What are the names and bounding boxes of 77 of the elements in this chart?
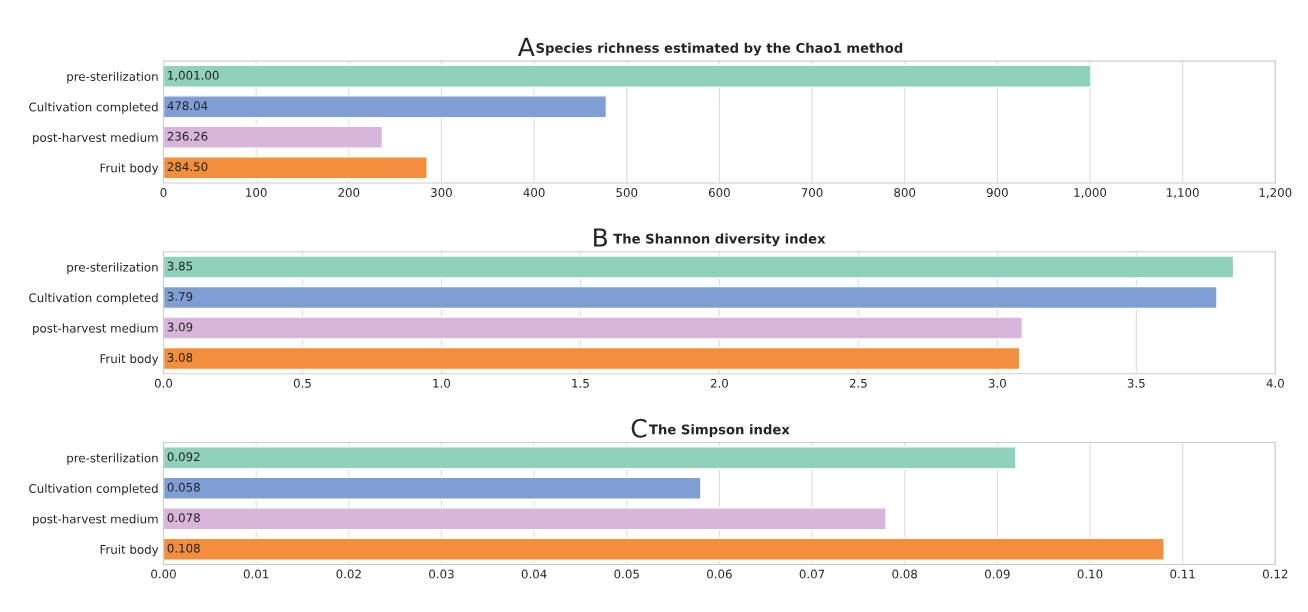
bar [163,64,1092,88]
y-tick-label: post-harvest medium [33,323,158,335]
x-tick-label: 0.10 [1077,569,1103,579]
y-tick-label: pre-sterilization [67,71,158,84]
chart-title: Species richness estimated by the Chao1 method [536,42,903,56]
chart-title: The Shannon diversity index [613,233,826,247]
bar [163,346,1021,371]
x-tick-label: 3.0 [988,378,1006,388]
text: B [594,228,608,247]
y-tick-label: pre-sterilization [67,262,158,274]
x-tick-label: 600 [708,188,730,197]
chart-title: The Simpson index [649,424,790,437]
data-label: 1,001.00 [168,70,219,81]
data-label: 0.092 [167,452,200,462]
x-tick-label: 0.01 [243,569,269,579]
y-tick-label: post-harvest medium [33,514,158,526]
data-label: 0.078 [167,513,200,523]
data-label: 0.108 [167,543,200,553]
x-tick-label: 0 [160,188,167,197]
y-tick-label: Fruit body [100,544,159,557]
x-tick-label: 0.0 [154,378,173,388]
x-tick-label: 0.5 [293,378,311,388]
x-tick-label: 0.05 [614,569,639,579]
bar [163,125,384,149]
data-label: 478.04 [167,101,208,111]
bar [163,476,702,500]
y-tick-label: Fruit body [100,163,159,175]
y-tick-label: Fruit body [100,354,159,366]
x-tick-label: 0.04 [521,569,547,579]
data-label: 3.79 [167,292,193,301]
data-label: 0.058 [167,482,200,492]
bar [163,285,1218,310]
text: A [517,37,535,56]
x-tick-label: 400 [523,188,545,197]
text: C [631,418,647,438]
y-tick-label: Cultivation completed [29,483,158,496]
x-tick-label: 0.12 [1262,569,1288,579]
x-tick-label: 0.07 [799,569,825,579]
bar [163,316,1024,340]
y-tick-label: Cultivation completed [29,102,158,114]
x-tick-label: 3.5 [1127,378,1145,388]
x-tick-label: 1.0 [433,378,451,388]
x-tick-label: 1.5 [572,378,589,388]
data-label: 236.26 [167,131,208,141]
x-tick-label: 200 [338,188,360,197]
x-tick-label: 4.0 [1266,378,1284,388]
x-tick-label: 500 [616,188,638,197]
x-tick-label: 0.06 [707,569,732,579]
bar [163,446,1017,470]
y-tick-label: post-harvest medium [33,132,158,145]
x-tick-label: 0.11 [1170,569,1195,579]
x-tick-label: 0.02 [336,569,361,579]
data-label: 284.50 [167,162,208,172]
x-tick-label: 800 [894,188,916,197]
x-tick-label: 0.03 [429,569,454,579]
y-tick-label: Cultivation completed [29,293,158,305]
bar [163,507,887,531]
x-tick-label: 1,000 [1074,188,1107,199]
bar [163,537,1165,561]
y-tick-label: pre-sterilization [67,453,158,465]
x-tick-label: 0.08 [892,569,918,579]
bar [163,95,608,119]
x-tick-label: 100 [246,188,267,197]
bar [163,156,428,180]
x-tick-label: 0.00 [151,569,176,579]
x-tick-label: 700 [801,188,823,197]
x-tick-label: 900 [986,188,1008,197]
x-tick-label: 300 [431,188,452,197]
x-tick-label: 0.09 [984,569,1010,579]
data-label: 3.08 [167,352,193,362]
bar [163,255,1235,279]
data-label: 3.85 [167,261,193,271]
x-tick-label: 1,100 [1167,188,1199,199]
x-tick-label: 1,200 [1259,188,1292,199]
x-tick-label: 2.5 [849,378,867,388]
x-tick-label: 2.0 [710,378,728,388]
data-label: 3.09 [167,322,193,332]
